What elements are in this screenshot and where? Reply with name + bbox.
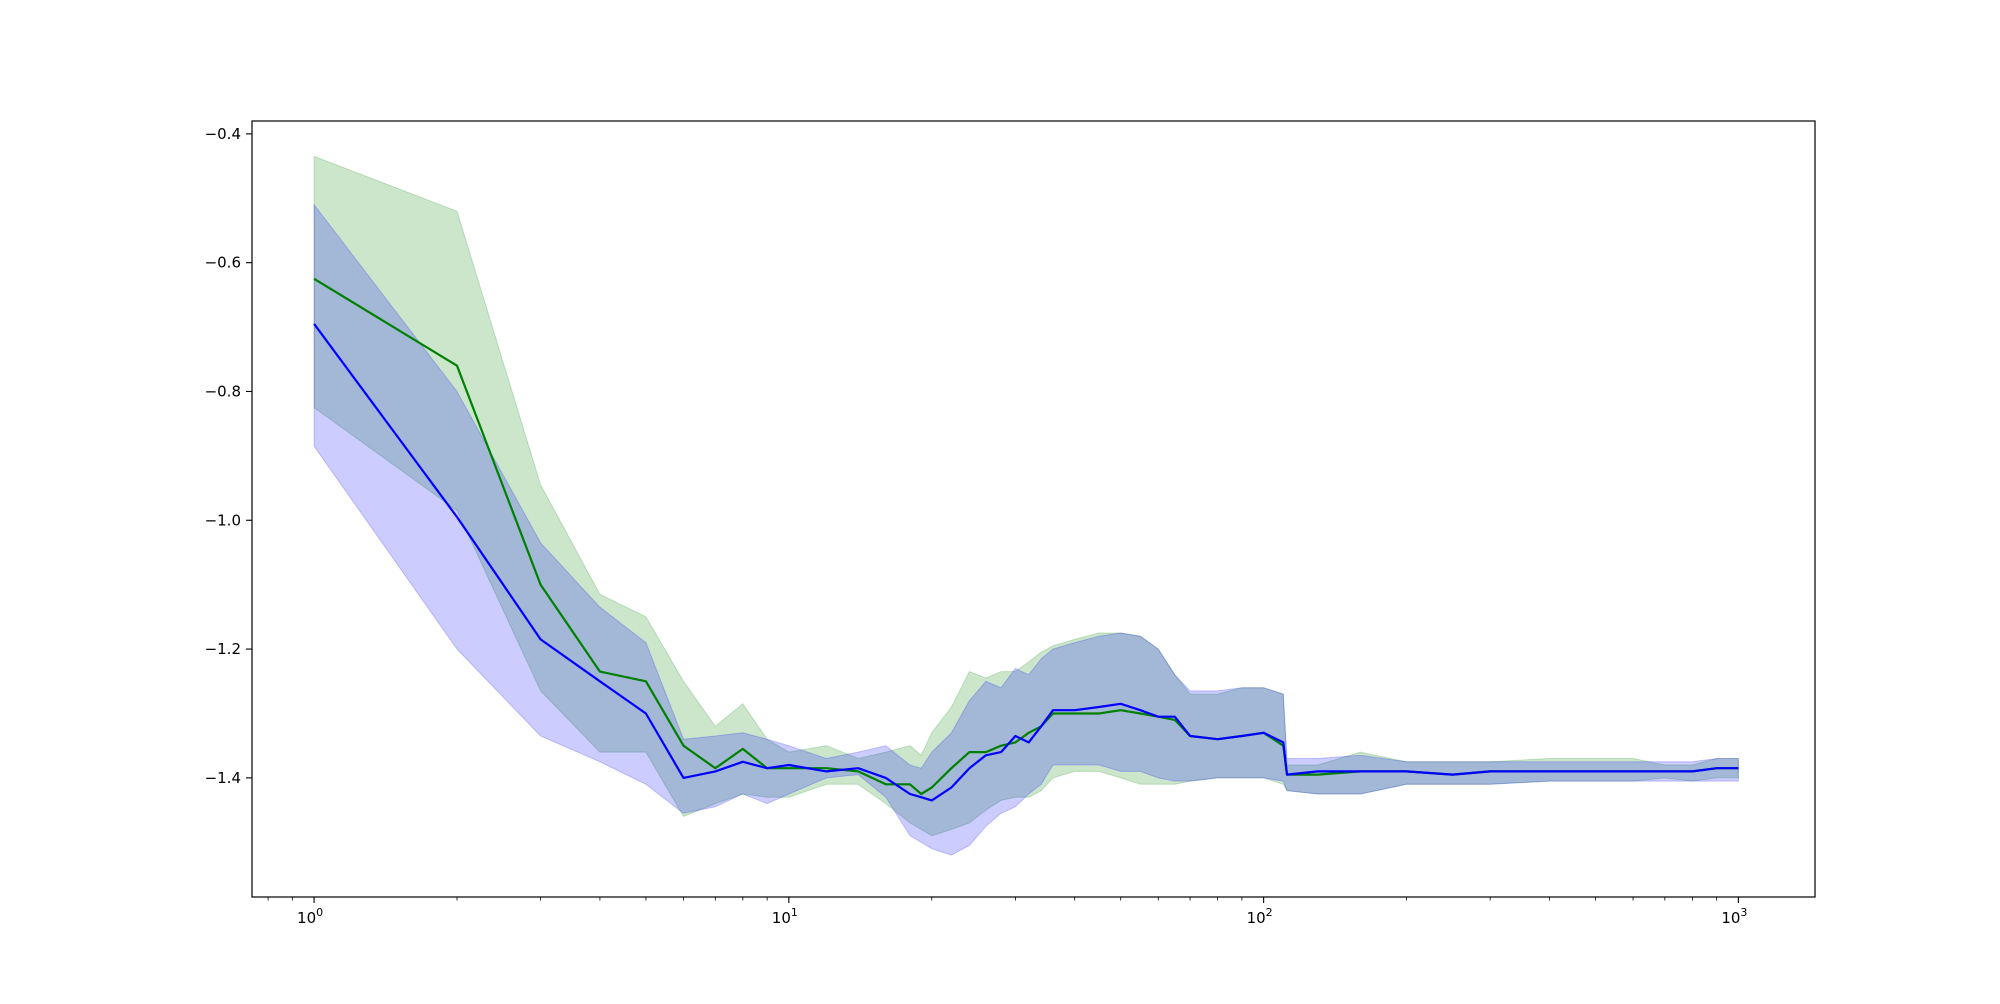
y-tick-label: −1.4 [205,769,241,787]
band-series-2 [313,203,1739,856]
x-tick-label: 103 [1721,906,1747,927]
x-tick-label: 100 [297,906,323,927]
y-tick-label: −1.0 [205,511,241,529]
band-series-1 [313,155,1739,837]
series-lines [313,277,1739,802]
x-tick-label: 102 [1247,906,1273,927]
plot-frame [251,120,1816,898]
confidence-bands [313,155,1739,856]
y-axis: −0.4 −0.6 −0.8 −1.0 −1.2 −1.4 [205,125,252,787]
y-tick-label: −0.4 [205,125,241,143]
line-series-2 [313,323,1739,802]
y-tick-label: −0.6 [205,254,241,272]
x-tick-label: 101 [772,906,798,927]
y-tick-label: −0.8 [205,382,241,400]
y-tick-label: −1.2 [205,640,241,658]
x-axis: 100 101 102 103 [267,897,1747,927]
